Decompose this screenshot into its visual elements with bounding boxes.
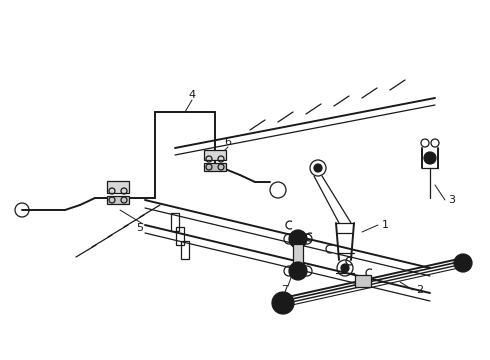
- Text: 7: 7: [281, 285, 289, 295]
- Text: 2: 2: [416, 285, 423, 295]
- Bar: [176, 227, 184, 245]
- Circle shape: [424, 152, 436, 164]
- Text: 4: 4: [189, 90, 196, 100]
- Circle shape: [289, 230, 307, 248]
- Circle shape: [289, 262, 307, 280]
- Bar: [181, 241, 189, 259]
- Bar: [107, 181, 129, 193]
- Text: 5: 5: [137, 223, 144, 233]
- Bar: [293, 244, 303, 266]
- Circle shape: [454, 254, 472, 272]
- Circle shape: [272, 292, 294, 314]
- Circle shape: [314, 164, 322, 172]
- Bar: [355, 275, 371, 287]
- Text: 1: 1: [382, 220, 389, 230]
- Bar: [204, 163, 226, 171]
- Bar: [204, 150, 226, 160]
- Bar: [171, 213, 179, 231]
- Bar: [107, 196, 129, 204]
- Circle shape: [341, 264, 349, 272]
- Text: 3: 3: [448, 195, 456, 205]
- Text: 6: 6: [224, 137, 231, 147]
